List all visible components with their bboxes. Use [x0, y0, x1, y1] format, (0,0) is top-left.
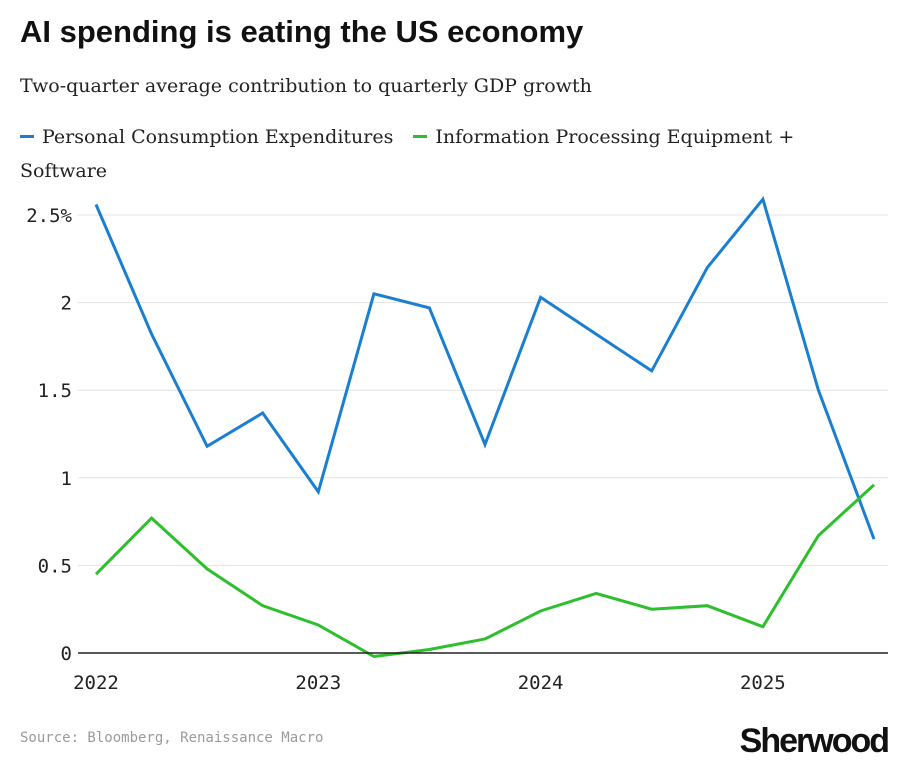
series-lines: [94, 196, 876, 659]
y-tick-label-3: 1.5: [38, 380, 72, 402]
x-tick-label-2025: 2025: [740, 672, 786, 694]
legend-swatch-pce: [20, 134, 34, 138]
y-tick-label-5: 2.5%: [26, 205, 72, 227]
y-tick-label-0: 0: [61, 643, 72, 665]
x-tick-label-2024: 2024: [518, 672, 564, 694]
grid-lines: [78, 214, 888, 566]
chart-title: AI spending is eating the US economy: [20, 14, 584, 49]
chart-subtitle: Two-quarter average contribution to quar…: [20, 75, 592, 97]
y-tick-label-4: 2: [61, 293, 72, 315]
legend-label-info-processing: Information Processing Equipment + Softw…: [20, 126, 795, 182]
y-tick-label-2: 1: [61, 468, 72, 490]
series-line-info-processing: [94, 483, 876, 659]
legend-item-pce: Personal Consumption Expenditures: [20, 126, 399, 148]
legend-swatch-info-processing: [413, 134, 428, 138]
x-tick-label-2022: 2022: [73, 672, 119, 694]
source-note: Source: Bloomberg, Renaissance Macro: [20, 730, 324, 746]
y-axis-tick-labels: 0 0.5 1 1.5 2 2.5%: [26, 205, 72, 665]
chart-legend: Personal Consumption Expenditures Inform…: [20, 120, 880, 188]
x-axis-tick-labels: 2022 2023 2024 2025: [73, 672, 786, 694]
y-tick-label-1: 0.5: [38, 555, 72, 577]
x-tick-label-2023: 2023: [295, 672, 341, 694]
legend-item-info-processing: Information Processing Equipment + Softw…: [20, 126, 794, 182]
series-line-pce: [94, 196, 876, 540]
legend-label-pce: Personal Consumption Expenditures: [42, 126, 394, 148]
brand-logo: Sherwood: [739, 722, 890, 760]
